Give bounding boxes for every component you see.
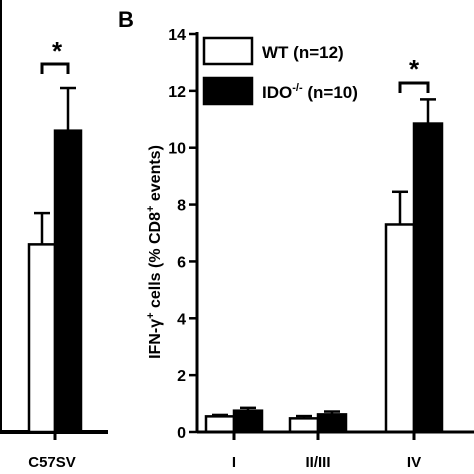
panel-b-bar-0-0 — [204, 415, 236, 434]
panel-b-bar-2-1 — [412, 122, 444, 434]
ylabel-sup-1: + — [145, 312, 157, 318]
panel-b-category-label-2: IV — [407, 454, 421, 471]
panel-a-significance-star: * — [52, 36, 63, 66]
panel-b-ylabel: IFN-γ+ cells (% CD8+ events) — [145, 145, 164, 359]
legend-label-ido: IDO-/- (n=10) — [262, 82, 358, 102]
panel-b-y-tick-label-4: 4 — [177, 311, 186, 328]
panel-b-y-tick-label-14: 14 — [168, 27, 186, 44]
panel-a-significance-bracket — [40, 62, 70, 74]
panel-b-y-tick-label-6: 6 — [177, 254, 186, 271]
panel-b-y-tick-label-2: 2 — [177, 368, 186, 385]
panel-a-bar-1 — [53, 129, 83, 434]
panel-b-category-label-0: I — [232, 454, 236, 471]
legend-ido-prefix: IDO — [262, 83, 292, 102]
legend-ido-sup: -/- — [292, 82, 303, 94]
panel-a-category-label: C57SV — [28, 454, 76, 471]
panel-b-y-ticks: 0 2 4 6 8 10 12 14 — [168, 27, 197, 442]
legend: WT (n=12) IDO-/- (n=10) — [202, 36, 358, 106]
panel-b-y-tick-label-10: 10 — [168, 141, 186, 158]
legend-swatch-wt — [202, 36, 254, 66]
ylabel-part-3: events) — [147, 145, 164, 205]
panel-a-bar-0 — [27, 243, 57, 434]
panel-b-bars: I II/III IV * — [204, 54, 444, 471]
panel-b-bar-1-1 — [316, 413, 348, 434]
ylabel-sup-2: + — [145, 206, 157, 212]
panel-b-y-tick-label-12: 12 — [168, 84, 186, 101]
panel-b-y-tick-label-0: 0 — [177, 425, 186, 442]
ylabel-part-1: IFN-γ — [147, 319, 164, 359]
panel-b-bar-2-0 — [384, 223, 416, 434]
legend-swatch-ido — [202, 76, 254, 106]
panel-b-significance-bracket — [398, 81, 430, 93]
panel-b-bar-0-1 — [232, 409, 264, 434]
panel-b-label: B — [118, 7, 134, 32]
legend-ido-suffix: (n=10) — [303, 83, 358, 102]
ylabel-part-2: cells (% CD8 — [147, 212, 164, 313]
panel-b-bar-1-0 — [288, 417, 320, 434]
legend-label-wt: WT (n=12) — [262, 43, 344, 62]
panel-b-y-tick-label-8: 8 — [177, 198, 186, 215]
panel-b-category-label-1: II/III — [305, 454, 330, 471]
panel-b-significance-star: * — [409, 54, 420, 84]
panel-a: C57SV * — [0, 0, 108, 471]
